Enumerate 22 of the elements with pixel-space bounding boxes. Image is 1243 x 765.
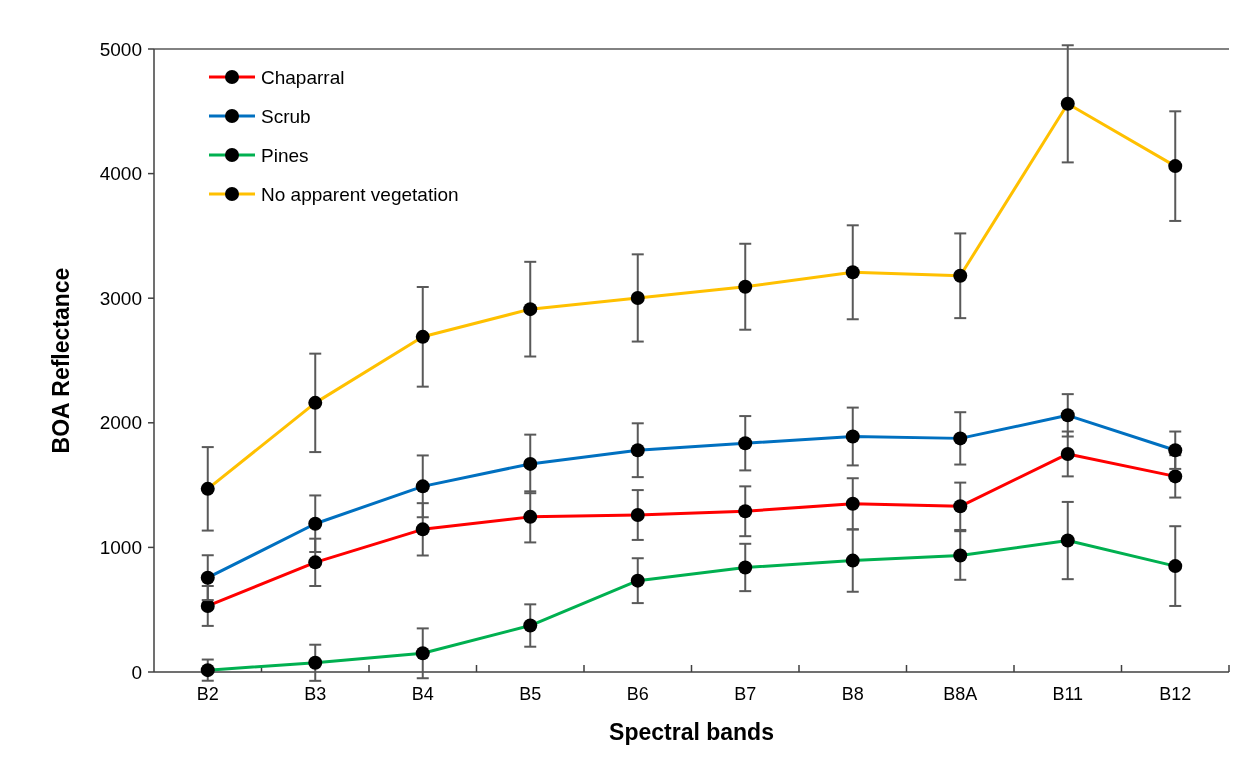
legend-label: No apparent vegetation: [261, 183, 459, 205]
x-tick-label: B8A: [943, 684, 978, 704]
y-tick-label: 1000: [99, 537, 142, 559]
x-tick-label: B4: [411, 684, 434, 704]
x-tick-label: B5: [519, 684, 542, 704]
y-tick-label: 2000: [99, 412, 142, 434]
y-tick-label: 4000: [99, 163, 142, 185]
x-tick-label: B2: [196, 684, 219, 704]
x-tick-label: B7: [734, 684, 757, 704]
x-tick-label: B8: [841, 684, 864, 704]
y-tick-label: 3000: [99, 287, 142, 309]
x-tick-label: B12: [1159, 684, 1192, 704]
x-tick-label: B3: [304, 684, 327, 704]
legend-label: Scrub: [261, 105, 311, 127]
x-tick-label: B6: [626, 684, 649, 704]
y-tick-label: 0: [131, 661, 142, 683]
y-tick-label: 5000: [99, 38, 142, 60]
x-tick-label: B11: [1052, 684, 1084, 704]
legend-label: Chaparral: [261, 66, 345, 88]
legend-label: Pines: [261, 144, 309, 166]
y-axis-title: BOA Reflectance: [48, 267, 74, 454]
x-axis-title: Spectral bands: [609, 719, 774, 745]
